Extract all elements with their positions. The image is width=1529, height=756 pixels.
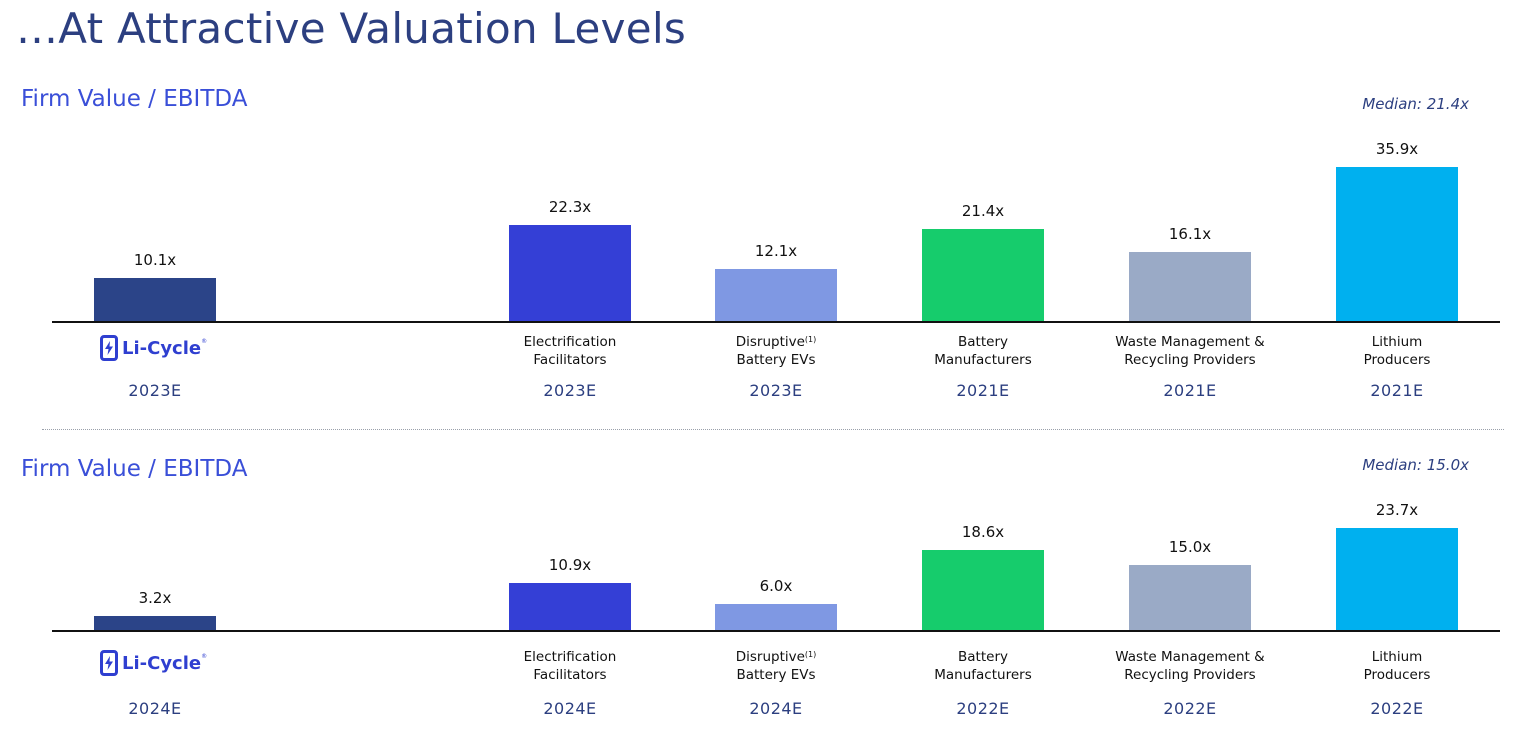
category-label: Battery Manufacturers	[888, 333, 1078, 369]
data-label: 10.1x	[75, 251, 235, 269]
data-label: 16.1x	[1110, 225, 1270, 243]
year-label: 2024E	[75, 699, 235, 718]
data-label: 10.9x	[490, 556, 650, 574]
data-label: 23.7x	[1317, 501, 1477, 519]
bar-battery	[922, 550, 1044, 630]
bar-disruptive	[715, 604, 837, 630]
category-label: Electrification Facilitators	[475, 648, 665, 684]
chart-panel-bottom: Firm Value / EBITDA Median: 15.0x 3.2x Li…	[0, 450, 1529, 750]
bar-waste	[1129, 565, 1251, 630]
year-label: 2021E	[1317, 381, 1477, 400]
year-label: 2023E	[696, 381, 856, 400]
bar-disruptive	[715, 269, 837, 321]
data-label: 22.3x	[490, 198, 650, 216]
category-label: Electrification Facilitators	[475, 333, 665, 369]
bar-lithium	[1336, 528, 1458, 630]
year-label: 2024E	[490, 699, 650, 718]
li-cycle-logo: Li-Cycle®	[100, 650, 207, 676]
year-label: 2021E	[903, 381, 1063, 400]
median-label: Median: 15.0x	[1362, 456, 1469, 474]
logo-text: Li-Cycle®	[122, 653, 207, 674]
data-label: 6.0x	[696, 577, 856, 595]
battery-bolt-icon	[100, 650, 118, 676]
data-label: 35.9x	[1317, 140, 1477, 158]
data-label: 18.6x	[903, 523, 1063, 541]
data-label: 12.1x	[696, 242, 856, 260]
category-label: Waste Management & Recycling Providers	[1095, 648, 1285, 684]
chart-title: Firm Value / EBITDA	[21, 86, 247, 112]
category-label: Disruptive(1) Battery EVs	[681, 648, 871, 684]
li-cycle-logo: Li-Cycle®	[100, 335, 207, 361]
category-label: Lithium Producers	[1302, 333, 1492, 369]
category-label: Waste Management & Recycling Providers	[1095, 333, 1285, 369]
bar-lithium	[1336, 167, 1458, 321]
battery-bolt-icon	[100, 335, 118, 361]
year-label: 2022E	[1110, 699, 1270, 718]
page-title: …At Attractive Valuation Levels	[16, 4, 686, 53]
bar-waste	[1129, 252, 1251, 321]
year-label: 2023E	[490, 381, 650, 400]
bar-battery	[922, 229, 1044, 321]
category-label: Battery Manufacturers	[888, 648, 1078, 684]
x-axis-line	[52, 321, 1500, 323]
chart-panel-top: Firm Value / EBITDA Median: 21.4x 10.1x L…	[0, 80, 1529, 420]
year-label: 2022E	[903, 699, 1063, 718]
data-label: 15.0x	[1110, 538, 1270, 556]
panel-divider	[42, 429, 1504, 430]
data-label: 21.4x	[903, 202, 1063, 220]
chart-title: Firm Value / EBITDA	[21, 456, 247, 482]
year-label: 2021E	[1110, 381, 1270, 400]
data-label: 3.2x	[75, 589, 235, 607]
bar-electrification	[509, 225, 631, 321]
bar-electrification	[509, 583, 631, 630]
x-axis-line	[52, 630, 1500, 632]
median-label: Median: 21.4x	[1362, 95, 1469, 113]
year-label: 2023E	[75, 381, 235, 400]
category-label: Disruptive(1) Battery EVs	[681, 333, 871, 369]
bar-li-cycle	[94, 278, 216, 321]
logo-text: Li-Cycle®	[122, 338, 207, 359]
year-label: 2022E	[1317, 699, 1477, 718]
bar-li-cycle	[94, 616, 216, 630]
year-label: 2024E	[696, 699, 856, 718]
category-label: Lithium Producers	[1302, 648, 1492, 684]
